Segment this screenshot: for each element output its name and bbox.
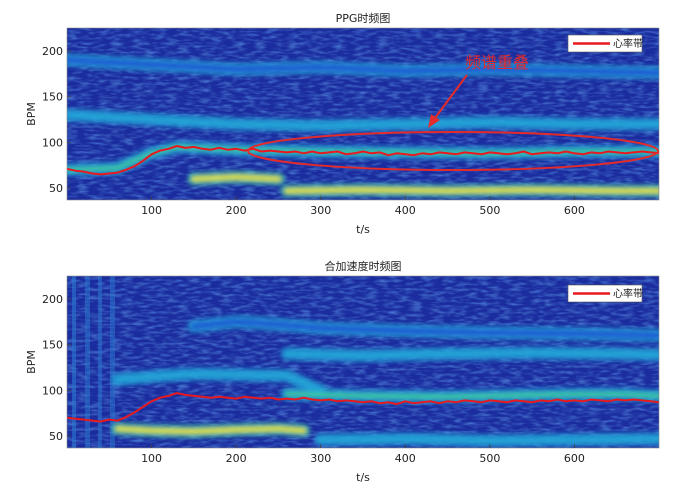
plot-frame xyxy=(66,27,660,201)
spectral-band xyxy=(191,174,281,182)
annotation-arrow-line xyxy=(434,74,468,119)
y-tick-label: 150 xyxy=(42,339,63,352)
chart-panel-acceleration: 合加速度时频图 100 200 300 400 500 600 50 100 150 200 t… xyxy=(25,259,660,484)
x-tick-label: 300 xyxy=(310,204,331,217)
spectral-band xyxy=(67,57,659,76)
x-tick-label: 600 xyxy=(564,452,585,465)
x-tick-label: 500 xyxy=(479,204,500,217)
spectral-band xyxy=(191,319,659,338)
legend: 心率带 xyxy=(567,284,643,303)
annotation-arrow-head xyxy=(428,114,440,128)
plot-frame xyxy=(66,275,660,449)
y-tick-label: 50 xyxy=(49,430,63,443)
annotation-text: 频谱重叠 xyxy=(465,53,529,72)
y-tick-label: 200 xyxy=(42,293,63,306)
legend: 心率带 xyxy=(567,34,643,53)
heart-rate-line xyxy=(67,145,659,176)
x-tick-label: 300 xyxy=(310,452,331,465)
stripe xyxy=(98,276,102,448)
y-axis-label: BPM xyxy=(25,102,38,126)
spectral-band xyxy=(284,350,659,359)
y-tick-label: 50 xyxy=(49,182,63,195)
spectral-band xyxy=(284,187,659,194)
stripe xyxy=(72,276,76,448)
y-axis-label: BPM xyxy=(25,350,38,374)
x-tick-label: 400 xyxy=(395,204,416,217)
heart-rate-series-group xyxy=(67,392,659,423)
chart-title: 合加速度时频图 xyxy=(325,259,402,273)
stripe xyxy=(110,276,115,448)
y-ticks: 50 100 150 200 xyxy=(42,45,71,195)
x-tick-label: 200 xyxy=(226,452,247,465)
overlap-annotation: 频谱重叠 xyxy=(247,53,659,171)
spectrogram-area xyxy=(67,28,659,200)
x-tick-label: 100 xyxy=(141,452,162,465)
spectral-band xyxy=(115,426,307,435)
x-tick-label: 100 xyxy=(141,204,162,217)
vertical-stripes xyxy=(72,276,115,448)
spectral-bands xyxy=(111,315,659,448)
x-ticks: 100 200 300 400 500 600 xyxy=(141,444,585,465)
y-tick-label: 100 xyxy=(42,384,63,397)
heart-rate-line xyxy=(67,392,659,423)
y-tick-label: 150 xyxy=(42,91,63,104)
chart-title: PPG时频图 xyxy=(336,11,391,25)
x-tick-label: 400 xyxy=(395,452,416,465)
annotation-ellipse xyxy=(247,131,659,171)
chart-panel-ppg: PPG时频图 100 200 300 400 500 600 50 100 150 200 t/… xyxy=(25,11,660,236)
x-tick-label: 200 xyxy=(226,204,247,217)
x-tick-label: 600 xyxy=(564,204,585,217)
y-ticks: 50 100 150 200 xyxy=(42,293,71,443)
x-tick-label: 500 xyxy=(479,452,500,465)
spectral-band xyxy=(318,436,659,444)
stripe xyxy=(85,276,90,448)
x-axis-label: t/s xyxy=(356,471,370,484)
y-tick-label: 200 xyxy=(42,45,63,58)
spectrogram-area xyxy=(67,276,659,448)
y-tick-label: 100 xyxy=(42,136,63,149)
spectral-band xyxy=(67,112,659,129)
legend-label: 心率带 xyxy=(613,287,643,300)
spectral-band xyxy=(284,391,659,400)
legend-label: 心率带 xyxy=(613,37,643,50)
spectral-band xyxy=(115,371,324,393)
heart-rate-series-group xyxy=(67,145,659,176)
x-ticks: 100 200 300 400 500 600 xyxy=(141,196,585,217)
x-axis-label: t/s xyxy=(356,223,370,236)
